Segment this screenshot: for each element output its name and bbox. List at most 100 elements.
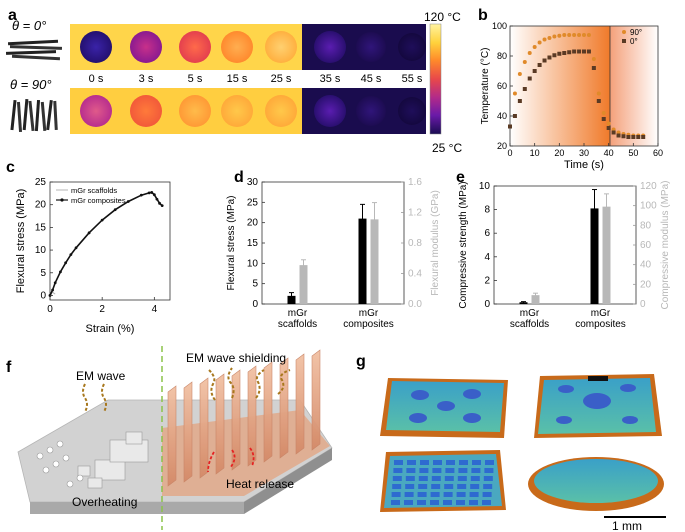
c-point-composites [64, 261, 68, 265]
thermal-disc [221, 31, 253, 63]
b-point-90 [586, 33, 591, 37]
b-point-0 [596, 99, 601, 103]
c-point-composites [147, 191, 151, 195]
grid-cell [469, 500, 478, 505]
grid-cell [482, 492, 492, 497]
b-xtick-label: 60 [653, 148, 663, 158]
em-wave-reflect-arrows-icon [208, 367, 291, 401]
c-point-composites [152, 193, 156, 197]
c-ytick-label: 5 [40, 268, 46, 279]
heat-release-label: Heat release [226, 477, 294, 491]
d-ytick-label: 10 [247, 258, 259, 269]
b-xlabel: Time (s) [564, 159, 604, 171]
panel-b: b 0 10 20 30 40 50 60 20 40 60 80 100 Time (s) Temp… [478, 7, 663, 171]
d-y2tick-label: 0.4 [408, 269, 422, 280]
c-point-composites [113, 208, 117, 212]
grid-cell [418, 484, 428, 489]
c-point-composites [150, 191, 154, 194]
e-bar [531, 295, 540, 304]
e-y2tick-label: 60 [640, 240, 652, 251]
thermal-image-row-90deg [70, 88, 426, 134]
grid-cell [430, 500, 439, 505]
d-y2tick-label: 0.8 [408, 238, 422, 249]
legend-label-0: 0° [630, 37, 638, 46]
circuit-board-side-right [244, 448, 332, 514]
e-category-label: composites [575, 319, 626, 330]
d-ytick-label: 15 [247, 238, 259, 249]
b-point-0 [527, 76, 532, 81]
e-y2tick-label: 20 [640, 279, 652, 290]
b-point-0 [586, 49, 591, 54]
grid-cell [483, 476, 493, 481]
colorbar [429, 23, 442, 135]
c-point-composites [155, 197, 159, 201]
circuit-components [77, 431, 149, 489]
b-point-90 [542, 37, 547, 42]
time-label: 25 s [271, 73, 292, 85]
thermal-disc [314, 31, 346, 63]
grid-cell [392, 484, 402, 489]
d-category-label: composites [343, 319, 394, 330]
panel-c: c 0 2 4 0 5 10 15 20 25 Strain (%) Flexural stre… [6, 159, 171, 335]
grid-cell [444, 484, 454, 489]
e-bar [519, 302, 528, 304]
c-point-composites [160, 204, 164, 208]
legend-label-90: 90° [630, 28, 642, 37]
grid-cell [444, 476, 454, 481]
b-point-90 [577, 33, 582, 37]
grid-cell [420, 460, 429, 465]
c-point-composites [87, 231, 91, 235]
grid-cell [472, 460, 481, 465]
grid-cell [391, 500, 400, 505]
b-point-90 [517, 72, 522, 76]
b-point-90 [562, 33, 567, 37]
c-ytick-label: 15 [35, 222, 47, 233]
panel-d: d mGrscaffoldsmGrcomposites0510152025300… [226, 169, 441, 330]
grid-cell [391, 492, 401, 497]
e-y2tick-label: 0 [640, 299, 646, 310]
c-ytick-label: 10 [35, 245, 47, 256]
d-y2label: Flexural modulus (GPa) [430, 190, 441, 296]
grid-cell [417, 500, 426, 505]
chart-e-marks [519, 189, 611, 304]
thermal-disc [265, 95, 297, 127]
panel-e: e mGrscaffoldsmGrcomposites0246810020406… [456, 169, 671, 330]
grid-cell [431, 476, 441, 481]
b-point-0 [641, 135, 646, 139]
panel-f: f [6, 346, 333, 530]
chart-e-axes: mGrscaffoldsmGrcomposites024681002040608… [479, 181, 657, 330]
tray-round [528, 457, 664, 511]
em-wave-label: EM wave [76, 369, 126, 383]
thermal-disc [179, 95, 211, 127]
d-bar [370, 219, 379, 304]
b-ylabel: Temperature (°C) [480, 48, 491, 125]
grid-cell [405, 484, 415, 489]
b-xtick-label: 30 [579, 148, 589, 158]
grid-cell [394, 460, 403, 465]
d-ytick-label: 20 [247, 218, 259, 229]
c-point-composites [51, 288, 55, 292]
plot-frame-c [49, 181, 171, 301]
thermal-disc [80, 31, 112, 63]
b-ytick-label: 100 [492, 21, 507, 31]
b-ytick-label: 80 [497, 51, 507, 61]
d-bar [358, 218, 367, 304]
b-point-90 [606, 121, 611, 126]
d-y2tick-label: 1.6 [408, 177, 422, 188]
grid-cell [430, 492, 440, 497]
b-point-0 [567, 50, 572, 55]
time-label: 3 s [139, 73, 154, 85]
heat-release-arrows-icon [207, 447, 255, 473]
e-bar [602, 206, 611, 304]
vertical-flakes-icon [10, 98, 58, 133]
e-y2tick-label: 80 [640, 220, 652, 231]
c-ytick-label: 0 [40, 290, 46, 301]
c-point-composites [53, 281, 57, 285]
panel-letter-g: g [356, 353, 366, 370]
c-point-composites [126, 200, 130, 203]
b-point-90 [527, 51, 532, 55]
b-xtick-label: 0 [507, 148, 512, 158]
b-ytick-label: 40 [497, 111, 507, 121]
legend-c: mGr scaffolds mGr composites [56, 186, 126, 205]
b-point-0 [572, 49, 577, 54]
